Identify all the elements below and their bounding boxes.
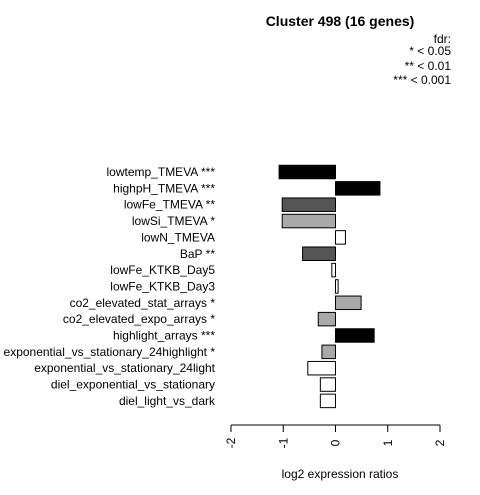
bar-label-11: highlight_arrays *** [113, 329, 215, 343]
x-tick-label-5: 2 [433, 439, 447, 446]
bar-label-5: lowN_TMEVA [141, 230, 215, 244]
bar-label-10: co2_elevated_expo_arrays * [63, 312, 215, 326]
bar-label-2: highpH_TMEVA *** [113, 181, 215, 195]
bar-label-7: lowFe_KTKB_Day5 [110, 263, 215, 277]
legend-entry-2: ** < 0.01 [405, 59, 452, 73]
bar-2 [335, 181, 381, 196]
bar-11 [335, 328, 375, 343]
bar-5 [335, 230, 346, 245]
bar-14 [319, 377, 337, 392]
bar-label-13: exponential_vs_stationary_24light [34, 361, 215, 375]
bar-12 [321, 344, 337, 360]
bar-3 [281, 197, 336, 212]
bar-label-14: diel_exponential_vs_stationary [51, 378, 215, 392]
bar-9 [335, 295, 362, 311]
bar-label-12: exponential_vs_stationary_24highlight * [4, 345, 216, 359]
x-tick-label-2: -1 [276, 437, 290, 448]
bar-label-4: lowSi_TMEVA * [132, 214, 215, 228]
bar-label-15: diel_light_vs_dark [119, 394, 216, 408]
legend-title: fdr: [434, 32, 451, 46]
legend-entry-1: * < 0.05 [409, 44, 451, 58]
x-axis-label: log2 expression ratios [282, 467, 399, 481]
chart-title: Cluster 498 (16 genes) [266, 13, 415, 29]
bar-13 [307, 360, 336, 376]
category-labels: lowtemp_TMEVA *** highpH_TMEVA *** lowFe_T… [4, 165, 216, 408]
x-axis: -2 -1 0 1 2 [224, 424, 447, 448]
bar-15 [319, 393, 337, 409]
x-tick-label-3: 0 [329, 439, 343, 446]
legend-entry-3: *** < 0.001 [393, 73, 451, 87]
bar-label-6: BaP ** [180, 247, 215, 261]
x-tick-label-4: 1 [381, 439, 395, 446]
bar-label-1: lowtemp_TMEVA *** [107, 165, 216, 179]
bar-8 [335, 279, 339, 294]
bar-6 [302, 246, 336, 261]
bar-4 [281, 213, 336, 229]
bar-10 [317, 311, 337, 327]
x-tick-label-1: -2 [224, 437, 238, 448]
bar-label-3: lowFe_TMEVA ** [124, 198, 215, 212]
bars-group [278, 164, 381, 409]
bar-7 [331, 262, 336, 278]
bar-label-9: co2_elevated_stat_arrays * [70, 296, 216, 310]
legend: fdr: * < 0.05 ** < 0.01 *** < 0.001 [393, 32, 451, 87]
bar-label-8: lowFe_KTKB_Day3 [110, 279, 215, 293]
bar-1 [278, 164, 337, 180]
